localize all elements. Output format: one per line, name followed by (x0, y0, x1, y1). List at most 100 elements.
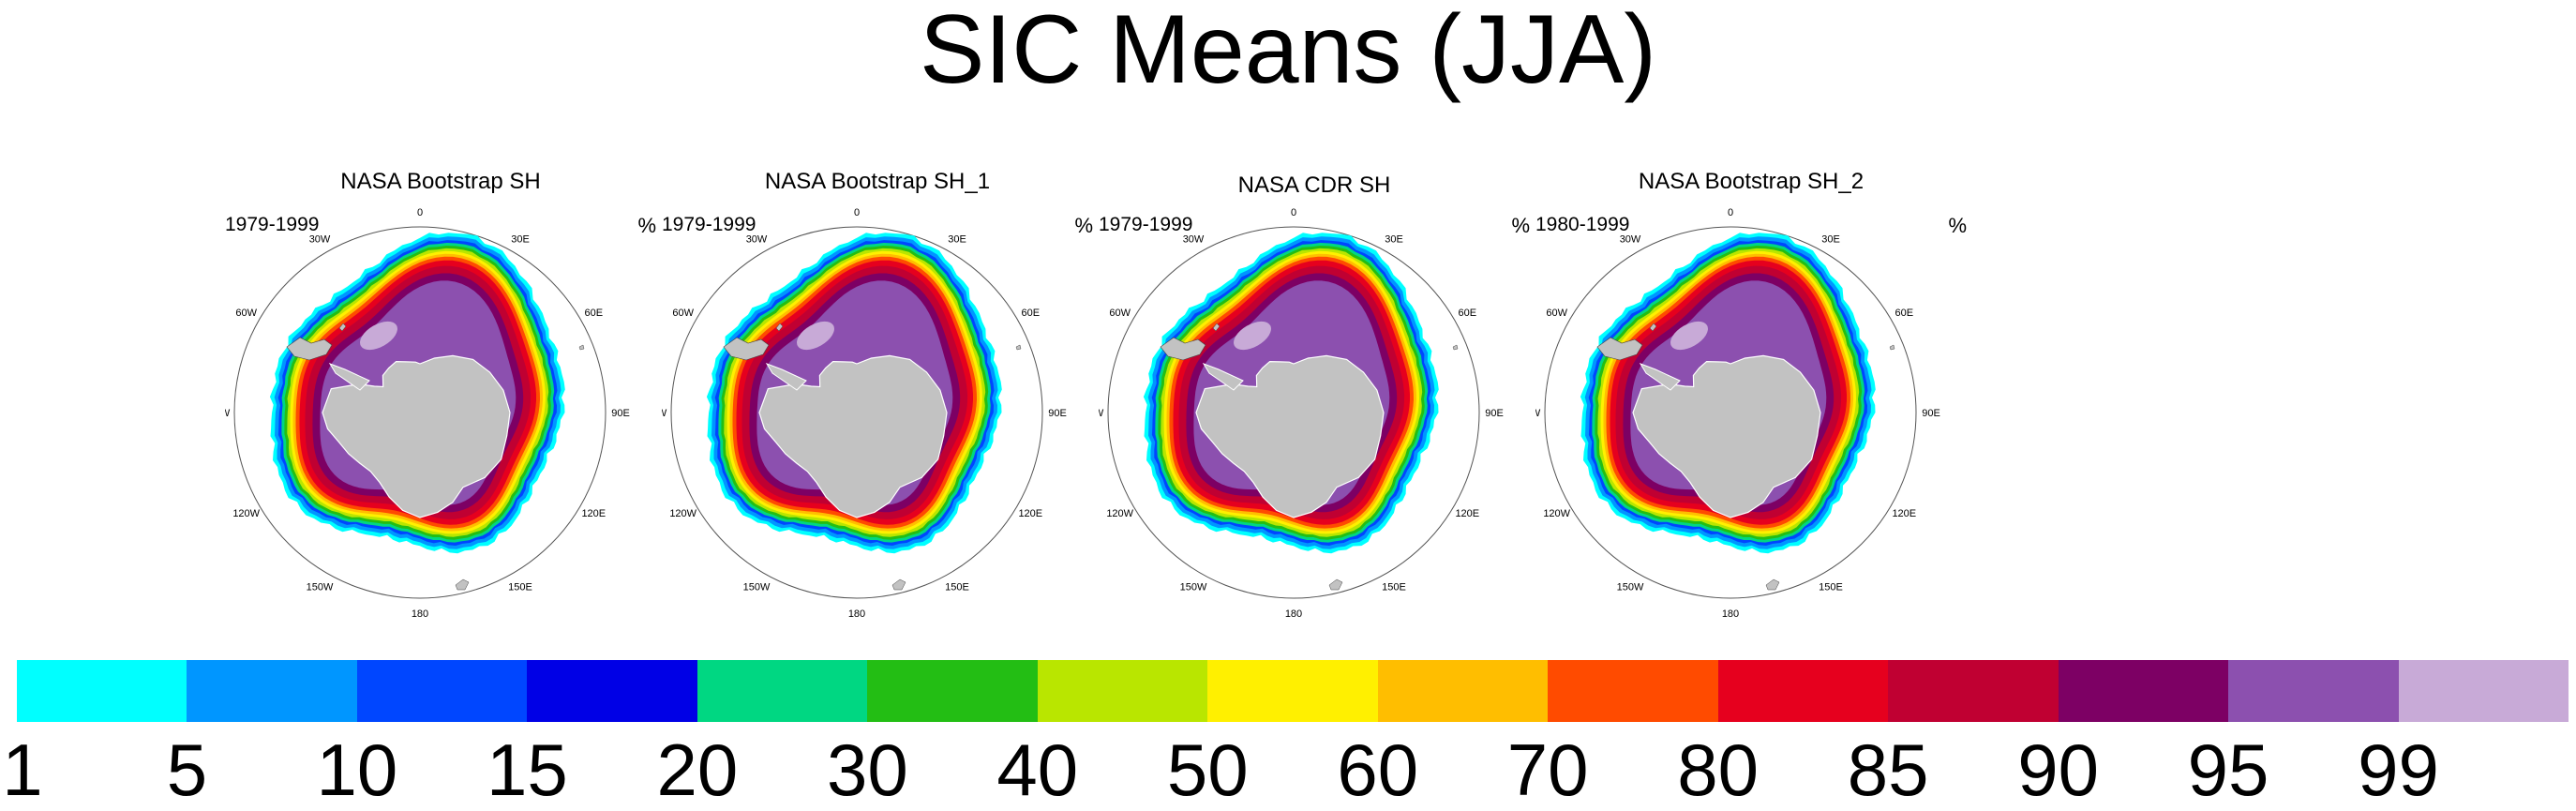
colorbar-label: 1 (2, 728, 43, 811)
colorbar-swatch (1717, 660, 1889, 722)
longitude-label: 0 (1728, 207, 1733, 218)
island (775, 323, 784, 332)
island (1212, 323, 1221, 332)
longitude-label: 30E (511, 234, 530, 246)
panel-title: NASA Bootstrap SH (340, 169, 541, 194)
map-panel-nasa-bootstrap-sh-1: 0 30E 60E 90E 120E 150E 180 150W 120W 90W 60W 30W N… (662, 169, 1093, 619)
longitude-label: 60W (1109, 308, 1131, 319)
island (1649, 323, 1657, 332)
panel-units: % (1511, 214, 1530, 237)
longitude-label: 60E (1459, 308, 1477, 319)
colorbar (17, 660, 2569, 722)
colorbar-swatch (356, 660, 528, 722)
longitude-label: 30W (746, 234, 768, 246)
colorbar-swatch (867, 660, 1039, 722)
sic-band (1234, 321, 1271, 351)
longitude-label: 120E (1455, 508, 1479, 519)
longitude-label: 150W (1617, 581, 1644, 593)
landmass (1160, 323, 1459, 591)
south-america-tip (1596, 337, 1643, 361)
landmass (723, 323, 1022, 591)
longitude-label: 180 (1722, 608, 1739, 619)
colorbar-label: 90 (2017, 728, 2099, 811)
colorbar-label: 15 (487, 728, 568, 811)
colorbar-swatch (2058, 660, 2229, 722)
landmass (1596, 323, 1895, 591)
colorbar-label: 5 (166, 728, 208, 811)
longitude-label: 180 (412, 608, 428, 619)
longitude-label: 90E (1485, 408, 1504, 419)
colorbar-label: 40 (996, 728, 1079, 811)
polar-map: 0 30E 60E 90E 120E 150E 180 150W 120W 90W 60W 30W (225, 207, 630, 619)
colorbar-label: 99 (2358, 728, 2439, 811)
longitude-label: 180 (1285, 608, 1302, 619)
island (338, 323, 347, 332)
longitude-label: 150E (1382, 581, 1406, 593)
new-zealand-tip (1765, 578, 1780, 591)
polar-map: 0 30E 60E 90E 120E 150E 180 150W 120W 90W 60W 30W (1099, 207, 1504, 619)
map-panel-nasa-cdr-sh: 0 30E 60E 90E 120E 150E 180 150W 120W 90W 60W 30W N… (1099, 169, 1530, 619)
new-zealand-tip (1328, 578, 1343, 591)
longitude-label: 180 (848, 608, 865, 619)
longitude-label: 0 (417, 207, 423, 218)
colorbar-swatch (2228, 660, 2400, 722)
colorbar-label: 85 (1847, 728, 1929, 811)
longitude-label: 150E (508, 581, 532, 593)
colorbar-swatch (1548, 660, 1719, 722)
longitude-label: 90W (1099, 408, 1104, 419)
longitude-label: 120W (1543, 508, 1570, 519)
longitude-label: 60E (585, 308, 604, 319)
longitude-label: 30E (948, 234, 966, 246)
panel-period: 1980-1999 (1535, 214, 1630, 235)
colorbar-label: 30 (826, 728, 908, 811)
longitude-labels: 0 30E 60E 90E 120E 150E 180 150W 120W 90W 60W 30W (662, 207, 1067, 619)
colorbar-swatch (696, 660, 868, 722)
longitude-label: 90W (1535, 408, 1541, 419)
sic-band (360, 321, 397, 351)
longitude-label: 30W (309, 234, 331, 246)
longitude-label: 90E (611, 408, 630, 419)
colorbar-swatch (1888, 660, 2059, 722)
antarctica-landmass (758, 354, 948, 518)
map-panel-nasa-bootstrap-sh: 0 30E 60E 90E 120E 150E 180 150W 120W 90W 60W 30W N… (225, 169, 656, 619)
antarctic-peninsula (765, 363, 807, 391)
colorbar-swatch (1037, 660, 1208, 722)
colorbar-label: 95 (2187, 728, 2269, 811)
longitude-label: 120E (1892, 508, 1916, 519)
island (1452, 344, 1459, 351)
longitude-label: 90E (1048, 408, 1067, 419)
longitude-label: 60W (1546, 308, 1567, 319)
colorbar-swatch (1207, 660, 1379, 722)
panel-units: % (1074, 214, 1093, 237)
longitude-label: 150E (945, 581, 969, 593)
panel-units: % (637, 214, 656, 237)
sic-band (797, 321, 834, 351)
polar-map: 0 30E 60E 90E 120E 150E 180 150W 120W 90W 60W 30W (1535, 207, 1940, 619)
new-zealand-tip (455, 578, 470, 591)
longitude-label: 60W (672, 308, 694, 319)
colorbar-label: 70 (1506, 728, 1589, 811)
colorbar-label: 60 (1337, 728, 1419, 811)
island (1889, 344, 1895, 351)
longitude-label: 120E (581, 508, 606, 519)
antarctic-peninsula (328, 363, 370, 391)
antarctica-landmass (1632, 354, 1821, 518)
panel-period: 1979-1999 (225, 214, 320, 235)
south-america-tip (286, 337, 333, 361)
longitude-label: 150W (743, 581, 771, 593)
panel-period: 1979-1999 (662, 214, 756, 235)
island (1015, 344, 1022, 351)
longitude-label: 0 (854, 207, 860, 218)
panel-title: NASA Bootstrap SH_2 (1638, 169, 1865, 194)
sic-band (1670, 321, 1708, 351)
longitude-label: 150W (307, 581, 334, 593)
longitude-label: 60E (1022, 308, 1041, 319)
colorbar-swatch (2398, 660, 2569, 722)
longitude-labels: 0 30E 60E 90E 120E 150E 180 150W 120W 90W 60W 30W (1099, 207, 1504, 619)
colorbar-label: 10 (316, 728, 398, 811)
colorbar-swatch (187, 660, 358, 722)
antarctica-landmass (1195, 354, 1385, 518)
colorbar-swatch (527, 660, 698, 722)
colorbar-label: 20 (656, 728, 739, 811)
longitude-label: 30E (1821, 234, 1840, 246)
